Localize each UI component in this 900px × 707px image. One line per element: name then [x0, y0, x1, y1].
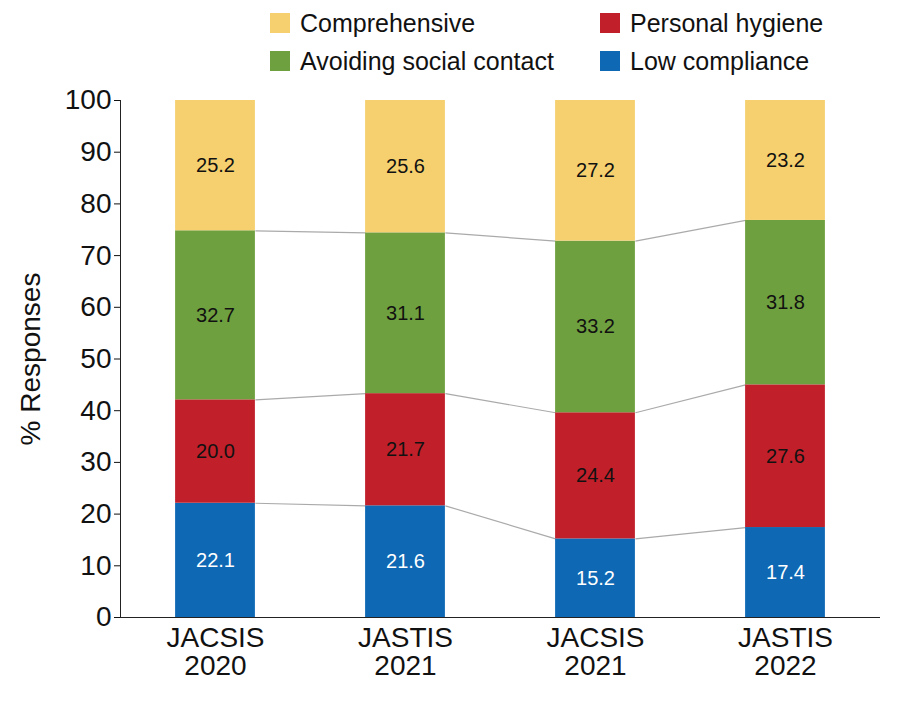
- svg-text:33.2: 33.2: [576, 315, 615, 337]
- svg-text:22.1: 22.1: [196, 549, 235, 571]
- svg-text:JACSIS2020: JACSIS2020: [166, 622, 264, 681]
- svg-text:JASTIS2021: JASTIS2021: [358, 622, 453, 681]
- svg-text:100: 100: [65, 90, 112, 115]
- svg-text:15.2: 15.2: [576, 567, 615, 589]
- svg-text:31.8: 31.8: [766, 291, 805, 313]
- svg-text:25.6: 25.6: [386, 155, 425, 177]
- html-text:Low compliance: Low compliance: [630, 46, 810, 75]
- svg-text:31.1: 31.1: [386, 302, 425, 324]
- svg-text:JACSIS2021: JACSIS2021: [546, 622, 644, 681]
- html-text:Comprehensive: Comprehensive: [300, 8, 476, 37]
- svg-text:27.2: 27.2: [576, 159, 615, 181]
- svg-text:21.7: 21.7: [386, 438, 425, 460]
- svg-text:60: 60: [80, 291, 111, 322]
- svg-text:23.2: 23.2: [766, 149, 805, 171]
- svg-text:80: 80: [80, 188, 111, 219]
- svg-text:50: 50: [80, 343, 111, 374]
- svg-text:10: 10: [80, 550, 111, 581]
- svg-text:% Responses: % Responses: [15, 273, 46, 446]
- svg-text:20.0: 20.0: [196, 440, 235, 462]
- svg-text:25.2: 25.2: [196, 154, 235, 176]
- svg-text:17.4: 17.4: [766, 561, 805, 583]
- html-text:Personal hygiene: Personal hygiene: [630, 8, 824, 37]
- svg-text:30: 30: [80, 446, 111, 477]
- svg-text:70: 70: [80, 240, 111, 271]
- svg-text:27.6: 27.6: [766, 445, 805, 467]
- svg-text:20: 20: [80, 498, 111, 529]
- svg-text:32.7: 32.7: [196, 304, 235, 326]
- svg-text:40: 40: [80, 395, 111, 426]
- html-text:Avoiding social contact: Avoiding social contact: [300, 46, 554, 75]
- svg-text:0: 0: [96, 601, 112, 632]
- svg-text:21.6: 21.6: [386, 550, 425, 572]
- svg-text:JASTIS2022: JASTIS2022: [738, 622, 833, 681]
- svg-text:24.4: 24.4: [576, 464, 615, 486]
- svg-text:90: 90: [80, 136, 111, 167]
